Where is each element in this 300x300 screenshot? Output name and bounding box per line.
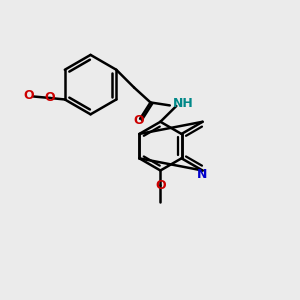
Text: O: O: [45, 92, 55, 104]
Text: O: O: [155, 179, 166, 192]
Text: N: N: [197, 168, 207, 181]
Text: O: O: [133, 114, 144, 127]
Text: O: O: [23, 88, 34, 101]
Text: NH: NH: [173, 98, 194, 110]
